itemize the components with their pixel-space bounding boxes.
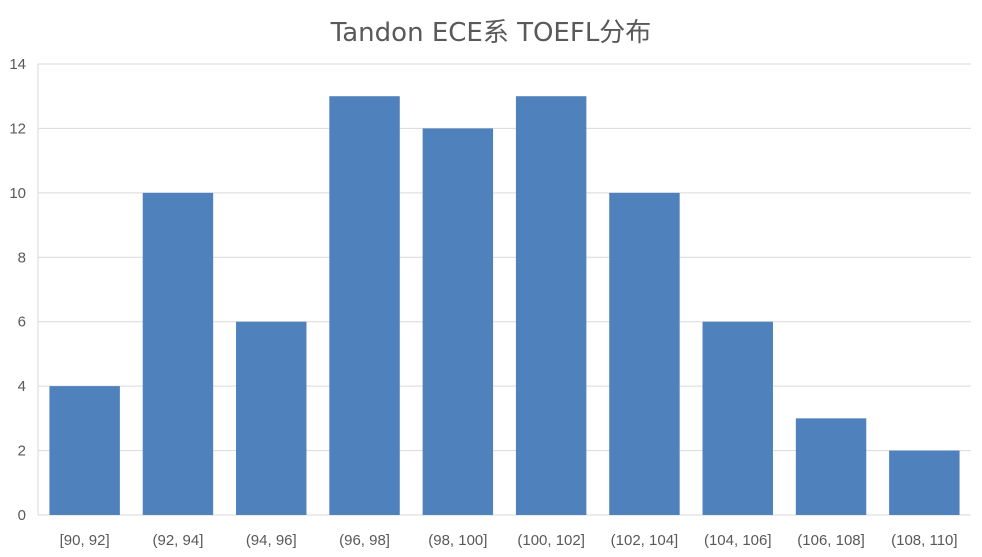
bar xyxy=(703,322,773,515)
x-tick-label: (96, 98] xyxy=(339,532,390,549)
x-tick-label: (108, 110] xyxy=(891,532,957,549)
bar xyxy=(143,193,213,515)
x-tick-label: (94, 96] xyxy=(246,532,297,549)
y-tick-label: 8 xyxy=(18,249,26,266)
y-axis-ticks: 0 2 4 6 8 10 12 14 xyxy=(9,56,26,524)
bar xyxy=(516,96,586,515)
x-tick-label: (98, 100] xyxy=(428,532,487,549)
bar xyxy=(49,386,119,515)
y-tick-label: 14 xyxy=(9,56,26,73)
y-tick-label: 4 xyxy=(18,378,26,395)
x-axis-ticks: [90, 92] (92, 94] (94, 96] (96, 98] (98, 100… xyxy=(60,532,958,549)
x-tick-label: (104, 106] xyxy=(704,532,772,549)
x-tick-label: (106, 108] xyxy=(797,532,865,549)
bar xyxy=(889,451,959,515)
bars xyxy=(49,96,959,515)
y-tick-label: 0 xyxy=(18,507,26,524)
y-tick-label: 6 xyxy=(18,314,26,331)
bar xyxy=(236,322,306,515)
bar xyxy=(609,193,679,515)
bar xyxy=(329,96,399,515)
bar xyxy=(423,128,493,515)
bar xyxy=(796,418,866,515)
y-tick-label: 2 xyxy=(18,443,26,460)
y-tick-label: 12 xyxy=(9,120,26,137)
x-tick-label: (102, 104] xyxy=(611,532,679,549)
x-tick-label: (92, 94] xyxy=(153,532,204,549)
y-tick-label: 10 xyxy=(9,185,26,202)
x-tick-label: [90, 92] xyxy=(60,532,110,549)
x-tick-label: (100, 102] xyxy=(517,532,585,549)
